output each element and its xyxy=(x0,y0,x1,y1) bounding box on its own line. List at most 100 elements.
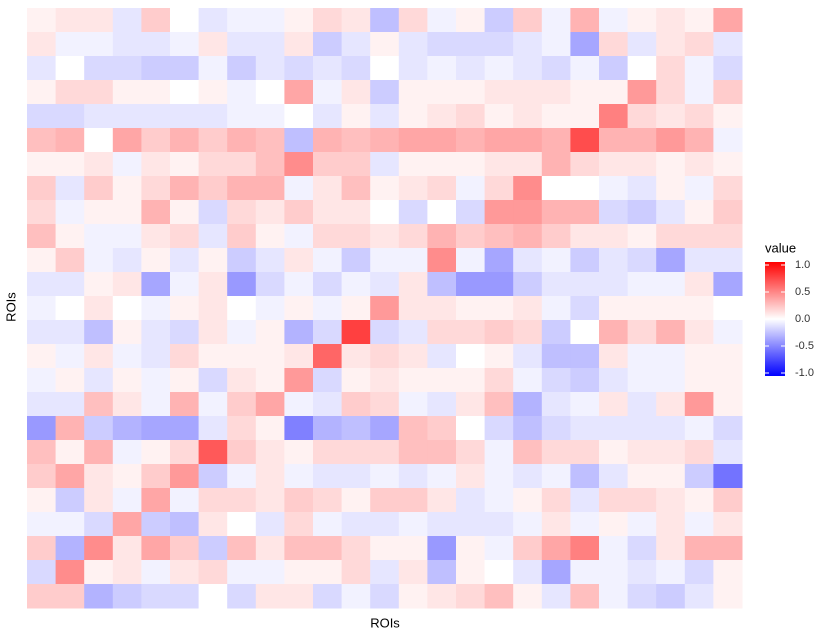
heatmap-cell xyxy=(313,320,343,345)
heatmap-cell xyxy=(456,512,486,537)
heatmap-cell xyxy=(684,320,714,345)
heatmap-cell xyxy=(255,56,285,81)
heatmap-cell xyxy=(541,560,571,585)
heatmap-cell xyxy=(313,80,343,105)
heatmap-cell xyxy=(27,296,57,321)
heatmap-cell xyxy=(370,248,400,273)
heatmap-cell xyxy=(627,488,657,513)
heatmap-cell xyxy=(684,368,714,393)
heatmap-cell xyxy=(227,440,257,465)
heatmap-cell xyxy=(513,272,543,297)
heatmap-cell xyxy=(170,32,200,57)
heatmap-cell xyxy=(627,200,657,225)
heatmap-cell xyxy=(313,464,343,489)
heatmap-cell xyxy=(484,392,514,417)
heatmap-cell xyxy=(656,56,686,81)
heatmap-cell xyxy=(370,512,400,537)
heatmap-cell xyxy=(427,104,457,129)
heatmap-cell xyxy=(484,344,514,369)
heatmap-cell xyxy=(284,296,314,321)
heatmap-cell xyxy=(570,224,600,249)
heatmap-cell xyxy=(112,224,142,249)
heatmap-cell xyxy=(398,464,428,489)
heatmap-cell xyxy=(513,584,543,609)
heatmap-cell xyxy=(55,536,85,561)
heatmap-cell xyxy=(513,320,543,345)
heatmap-cell xyxy=(684,152,714,177)
heatmap-cell xyxy=(313,104,343,129)
heatmap-cell xyxy=(713,200,743,225)
heatmap-cell xyxy=(684,104,714,129)
heatmap-cell xyxy=(627,8,657,33)
heatmap-cell xyxy=(541,464,571,489)
heatmap-cell xyxy=(198,248,228,273)
heatmap-cell xyxy=(284,128,314,153)
heatmap-cell xyxy=(341,56,371,81)
heatmap-cell xyxy=(255,512,285,537)
heatmap-cell xyxy=(141,320,171,345)
heatmap-cell xyxy=(370,536,400,561)
heatmap-cell xyxy=(341,200,371,225)
heatmap-cell xyxy=(398,488,428,513)
heatmap-cell xyxy=(627,560,657,585)
heatmap-cell xyxy=(112,536,142,561)
heatmap-cell xyxy=(27,560,57,585)
heatmap-cell xyxy=(427,80,457,105)
heatmap-cell xyxy=(484,56,514,81)
heatmap-cell xyxy=(599,248,629,273)
heatmap-cell xyxy=(370,80,400,105)
heatmap-cell xyxy=(141,440,171,465)
heatmap-cell xyxy=(599,560,629,585)
heatmap-cell xyxy=(55,392,85,417)
heatmap-cell xyxy=(141,512,171,537)
heatmap-cell xyxy=(484,440,514,465)
heatmap-cell xyxy=(456,80,486,105)
heatmap-cell xyxy=(656,176,686,201)
heatmap-cell xyxy=(112,200,142,225)
heatmap-cell xyxy=(484,416,514,441)
heatmap-cell xyxy=(370,560,400,585)
heatmap-cell xyxy=(599,56,629,81)
heatmap-cell xyxy=(341,128,371,153)
heatmap-cell xyxy=(656,200,686,225)
heatmap-cell xyxy=(198,56,228,81)
heatmap-cell xyxy=(227,392,257,417)
heatmap-cell xyxy=(84,416,114,441)
heatmap-cell xyxy=(284,392,314,417)
heatmap-cell xyxy=(398,512,428,537)
heatmap-cell xyxy=(27,104,57,129)
heatmap-cell xyxy=(255,320,285,345)
heatmap-cell xyxy=(112,8,142,33)
heatmap-cell xyxy=(627,176,657,201)
heatmap-cell xyxy=(141,368,171,393)
heatmap-cell xyxy=(484,104,514,129)
heatmap-cell xyxy=(513,224,543,249)
heatmap-cell xyxy=(627,536,657,561)
heatmap-cell xyxy=(427,344,457,369)
heatmap-cell xyxy=(599,296,629,321)
heatmap-cell xyxy=(684,56,714,81)
heatmap-cell xyxy=(55,176,85,201)
heatmap-cell xyxy=(456,584,486,609)
heatmap-cell xyxy=(55,80,85,105)
heatmap-cell xyxy=(570,416,600,441)
heatmap-cell xyxy=(55,320,85,345)
heatmap-cell xyxy=(456,440,486,465)
heatmap-cell xyxy=(398,560,428,585)
heatmap-cell xyxy=(284,512,314,537)
heatmap-cell xyxy=(398,200,428,225)
heatmap-cell xyxy=(456,224,486,249)
heatmap-cell xyxy=(55,296,85,321)
heatmap-cell xyxy=(456,152,486,177)
heatmap-cell xyxy=(656,104,686,129)
heatmap-cell xyxy=(713,104,743,129)
heatmap-cell xyxy=(484,536,514,561)
heatmap-cell xyxy=(227,464,257,489)
heatmap-cell xyxy=(513,32,543,57)
heatmap-cell xyxy=(513,128,543,153)
heatmap-cell xyxy=(84,272,114,297)
heatmap-cell xyxy=(227,224,257,249)
heatmap-cell xyxy=(170,248,200,273)
heatmap-cell xyxy=(255,560,285,585)
heatmap-cell xyxy=(227,536,257,561)
